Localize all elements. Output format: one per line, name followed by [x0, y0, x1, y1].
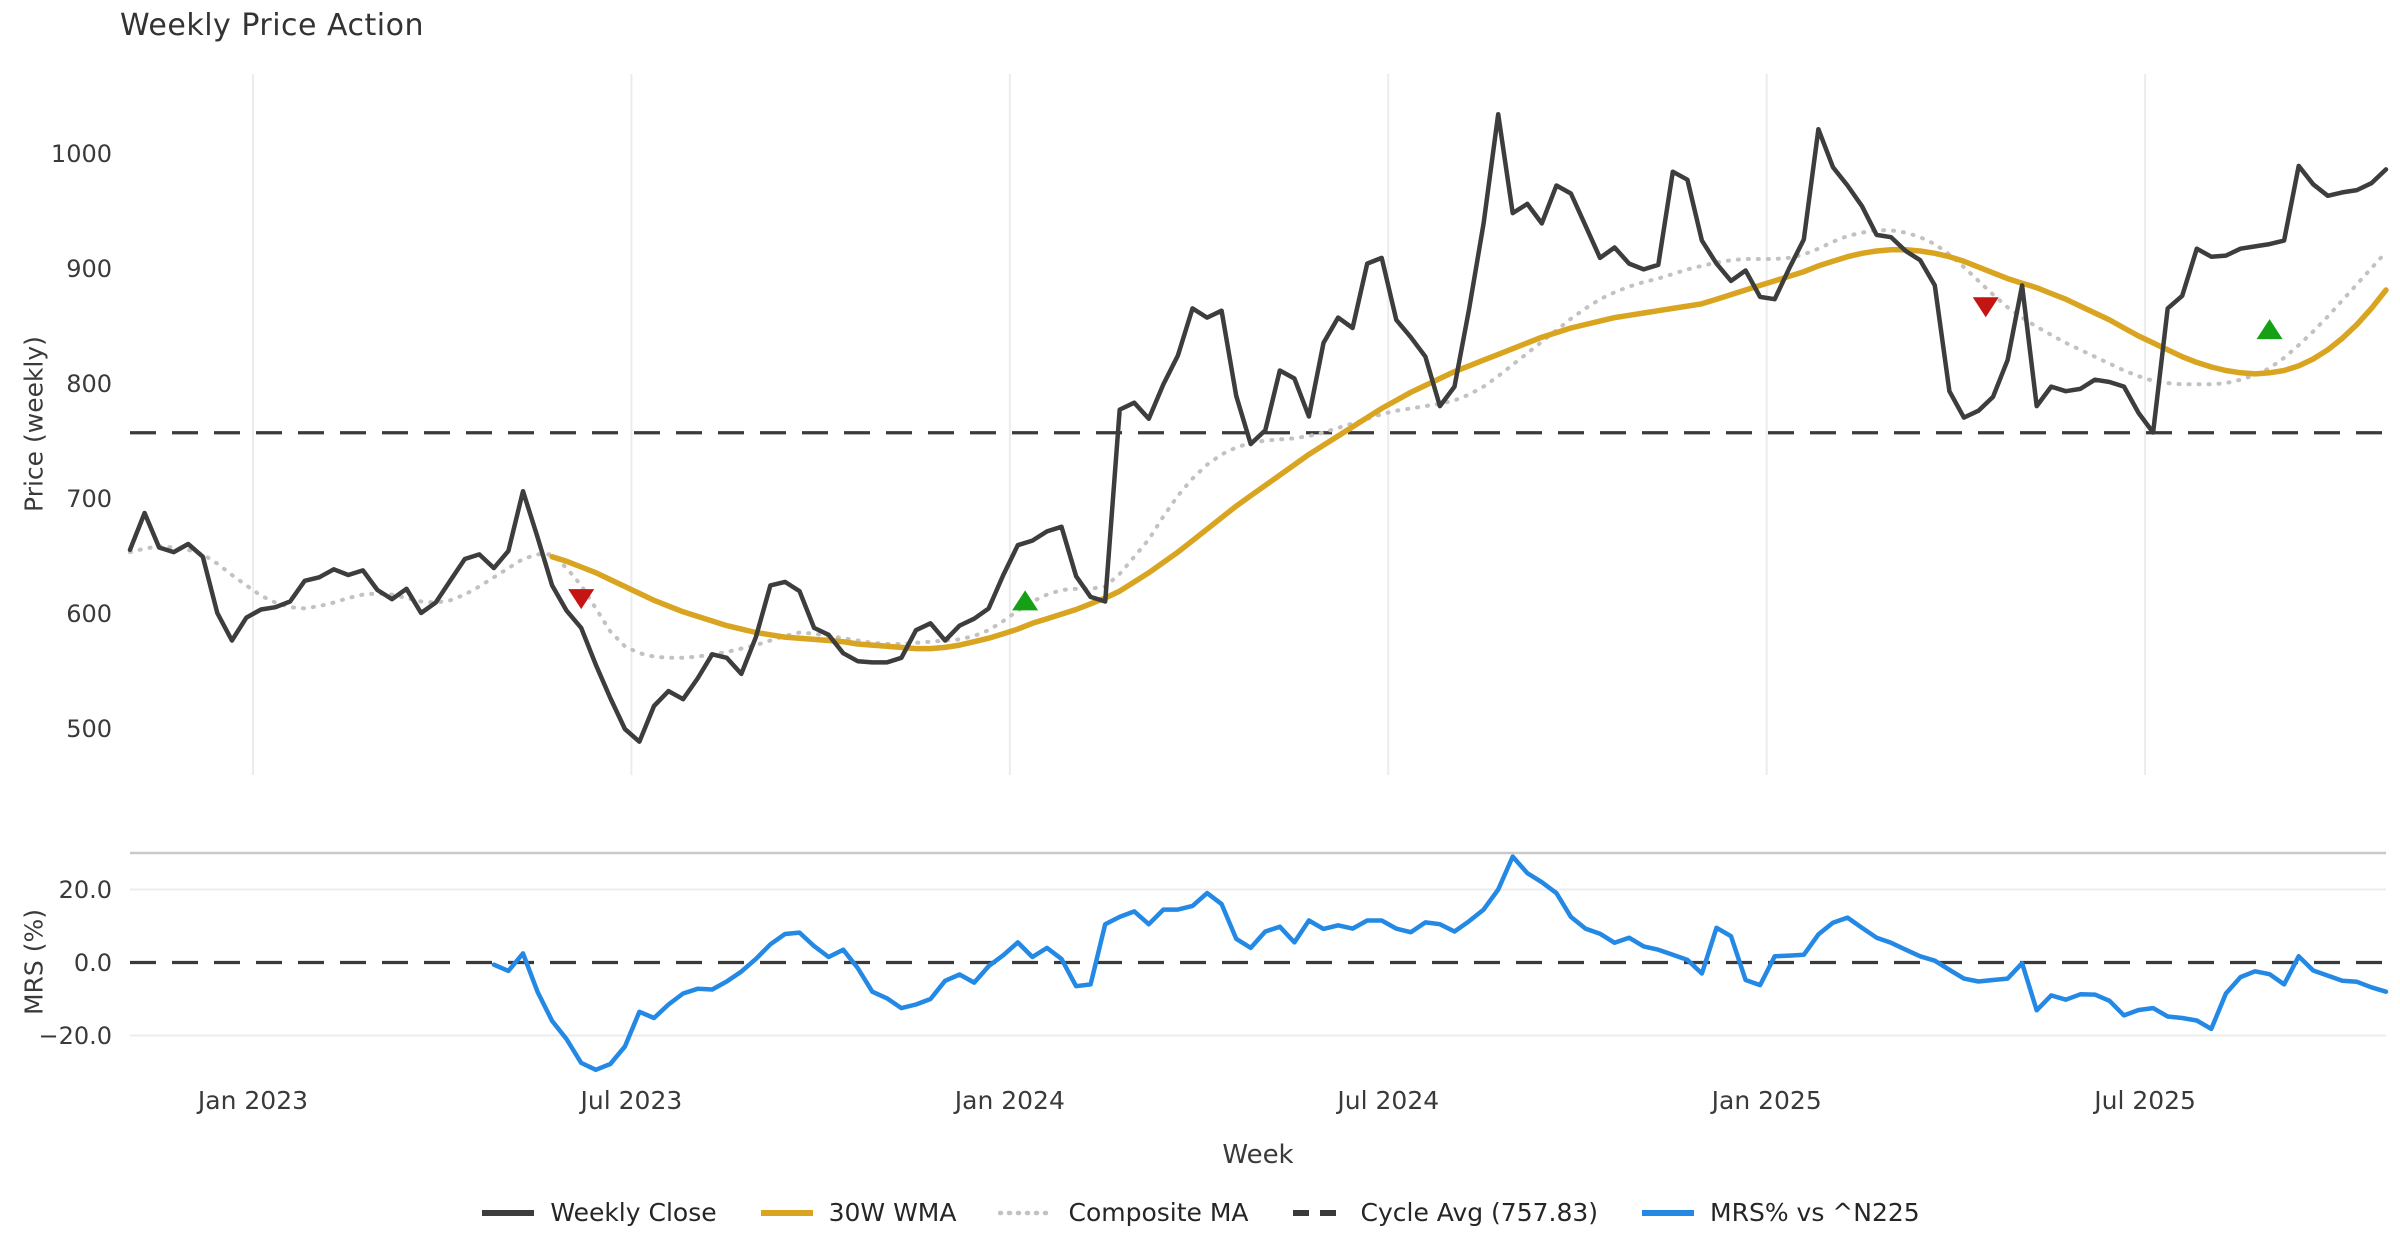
mrs-y-tick-label: −20.0	[38, 1021, 112, 1050]
legend-label: Cycle Avg (757.83)	[1360, 1198, 1599, 1227]
legend-label: MRS% vs ^N225	[1710, 1198, 1920, 1227]
legend-item-wma-30w: 30W WMA	[759, 1198, 957, 1227]
buy-marker-icon	[2256, 319, 2283, 340]
x-tick-label: Jan 2023	[197, 1086, 309, 1115]
main-y-tick-label: 600	[66, 600, 112, 629]
sell-marker-icon	[1972, 297, 1999, 318]
chart-title: Weekly Price Action	[120, 8, 424, 43]
mrs-y-tick-label: 20.0	[58, 875, 112, 904]
legend-label: Composite MA	[1068, 1198, 1249, 1227]
legend: Weekly Close 30W WMA Composite MA Cycle Avg…	[0, 1198, 2400, 1227]
x-tick-label: Jan 2025	[1711, 1086, 1822, 1115]
main-y-tick-label: 900	[66, 255, 112, 284]
main-y-tick-label: 500	[66, 715, 112, 744]
legend-swatch-mrs-line-icon	[1642, 1209, 1695, 1216]
weekly-close-line	[127, 111, 2389, 744]
legend-item-composite-ma: Composite MA	[998, 1198, 1249, 1227]
buy-marker-icon	[1012, 590, 1039, 611]
legend-item-weekly-close: Weekly Close	[480, 1198, 717, 1227]
mrs-line	[491, 854, 2389, 1073]
x-tick-label: Jan 2024	[954, 1086, 1065, 1115]
legend-item-cycle-avg: Cycle Avg (757.83)	[1291, 1198, 1599, 1227]
legend-item-mrs-line: MRS% vs ^N225	[1640, 1198, 1920, 1227]
x-tick-label: Jul 2024	[1337, 1086, 1440, 1115]
main-y-tick-label: 700	[66, 485, 112, 514]
sell-marker-icon	[568, 589, 595, 610]
legend-swatch-weekly-close-icon	[482, 1209, 535, 1216]
main-y-tick-label: 1000	[50, 140, 112, 169]
x-axis-label: Week	[1222, 1140, 1294, 1170]
mrs-y-tick-label: 0.0	[73, 948, 112, 977]
wma-30w-line	[549, 247, 2389, 652]
legend-swatch-cycle-avg-icon	[1292, 1209, 1345, 1216]
legend-swatch-composite-ma-icon	[998, 1210, 1055, 1215]
x-tick-label: Jul 2025	[2094, 1086, 2196, 1115]
legend-label: 30W WMA	[828, 1198, 957, 1227]
legend-swatch-wma-30w-icon	[760, 1209, 813, 1216]
main-y-tick-label: 800	[66, 370, 112, 399]
legend-label: Weekly Close	[550, 1198, 717, 1227]
x-tick-label: Jul 2023	[580, 1086, 683, 1115]
